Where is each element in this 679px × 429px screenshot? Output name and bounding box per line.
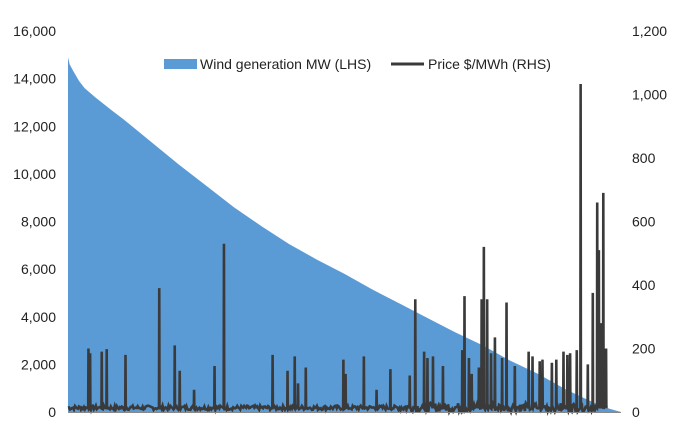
right-axis-tick-label: 0	[632, 404, 640, 420]
price-line	[67, 84, 608, 417]
left-axis-tick-label: 8,000	[21, 214, 56, 230]
legend: Wind generation MW (LHS) Price $/MWh (RH…	[164, 56, 551, 72]
left-axis-tick-label: 14,000	[13, 71, 56, 87]
left-axis-tick-label: 12,000	[13, 118, 56, 134]
left-axis-tick-label: 6,000	[21, 261, 56, 277]
left-axis-tick-label: 16,000	[13, 23, 56, 39]
legend-label-wind: Wind generation MW (LHS)	[200, 56, 371, 72]
right-axis-ticks: 0 200 400 600 800 1,000 1,200	[632, 23, 667, 420]
legend-label-price: Price $/MWh (RHS)	[428, 56, 551, 72]
right-axis-tick-label: 1,000	[632, 87, 667, 103]
wind-generation-area	[68, 57, 621, 412]
left-axis-tick-label: 0	[48, 404, 56, 420]
right-axis-tick-label: 400	[632, 277, 656, 293]
left-axis-tick-label: 10,000	[13, 166, 56, 182]
legend-swatch-wind	[164, 59, 197, 69]
left-axis-ticks: 0 2,000 4,000 6,000 8,000 10,000 12,000 14,000 1…	[13, 23, 56, 420]
right-axis-tick-label: 200	[632, 341, 656, 357]
left-axis-tick-label: 4,000	[21, 309, 56, 325]
right-axis-tick-label: 1,200	[632, 23, 667, 39]
price-line-group	[67, 84, 608, 417]
right-axis-tick-label: 800	[632, 150, 656, 166]
left-axis-tick-label: 2,000	[21, 356, 56, 372]
right-axis-tick-label: 600	[632, 214, 656, 230]
